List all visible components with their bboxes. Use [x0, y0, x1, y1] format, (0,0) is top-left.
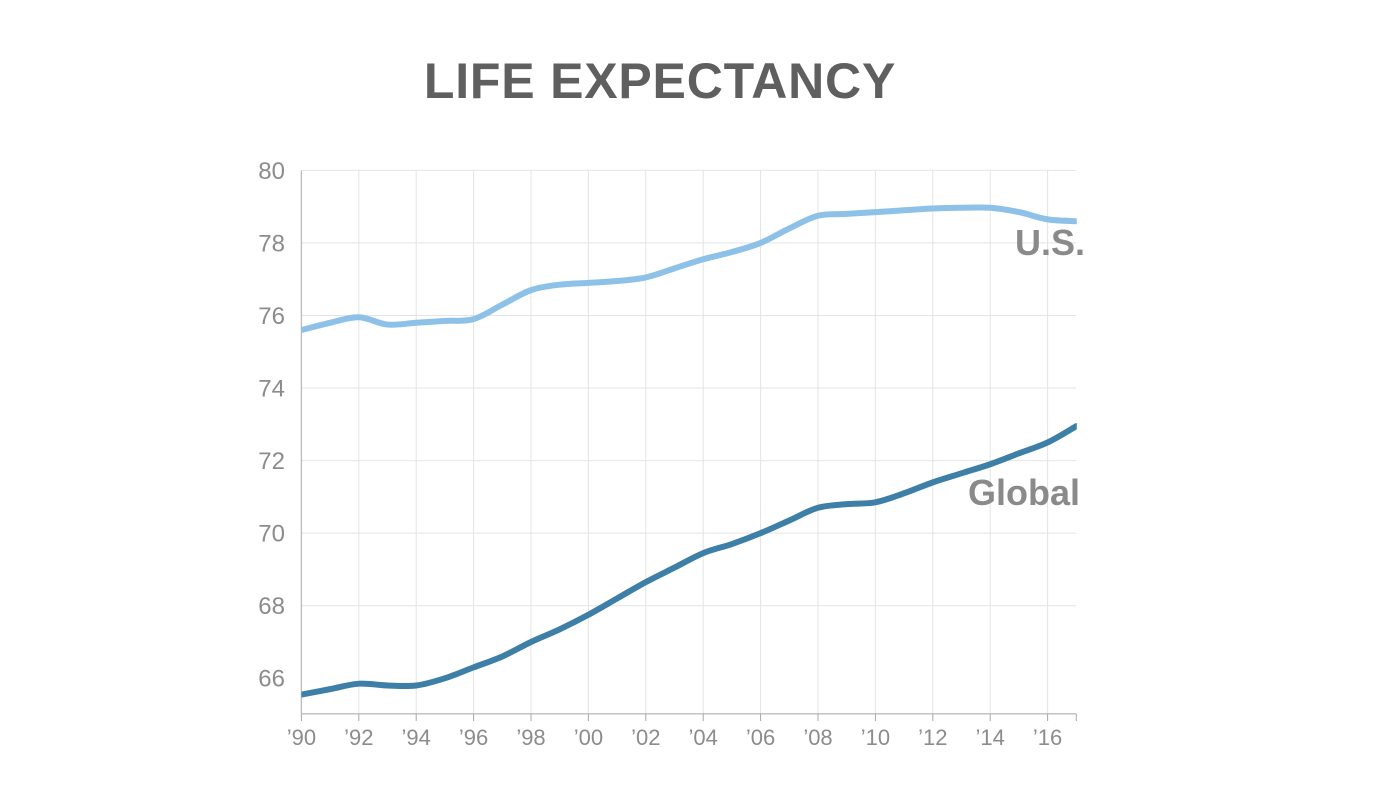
- svg-text:72: 72: [258, 448, 285, 475]
- svg-text:78: 78: [258, 231, 285, 258]
- svg-text:76: 76: [258, 303, 285, 330]
- svg-text:’08: ’08: [803, 725, 832, 750]
- svg-text:’04: ’04: [689, 725, 718, 750]
- svg-text:’90: ’90: [287, 725, 316, 750]
- svg-text:66: 66: [258, 666, 285, 693]
- svg-text:’98: ’98: [516, 725, 545, 750]
- svg-text:’96: ’96: [459, 725, 488, 750]
- svg-text:’10: ’10: [861, 725, 890, 750]
- svg-text:’06: ’06: [746, 725, 775, 750]
- svg-text:U.S.: U.S.: [1015, 222, 1085, 263]
- svg-text:’16: ’16: [1033, 725, 1062, 750]
- svg-text:’00: ’00: [574, 725, 603, 750]
- svg-text:’92: ’92: [344, 725, 373, 750]
- svg-text:68: 68: [258, 593, 285, 620]
- svg-text:80: 80: [258, 158, 285, 185]
- svg-text:’14: ’14: [976, 725, 1005, 750]
- svg-text:’94: ’94: [402, 725, 431, 750]
- svg-text:’02: ’02: [631, 725, 660, 750]
- svg-text:74: 74: [258, 376, 285, 403]
- svg-text:70: 70: [258, 521, 285, 548]
- svg-text:Global: Global: [968, 472, 1080, 513]
- svg-text:’12: ’12: [918, 725, 947, 750]
